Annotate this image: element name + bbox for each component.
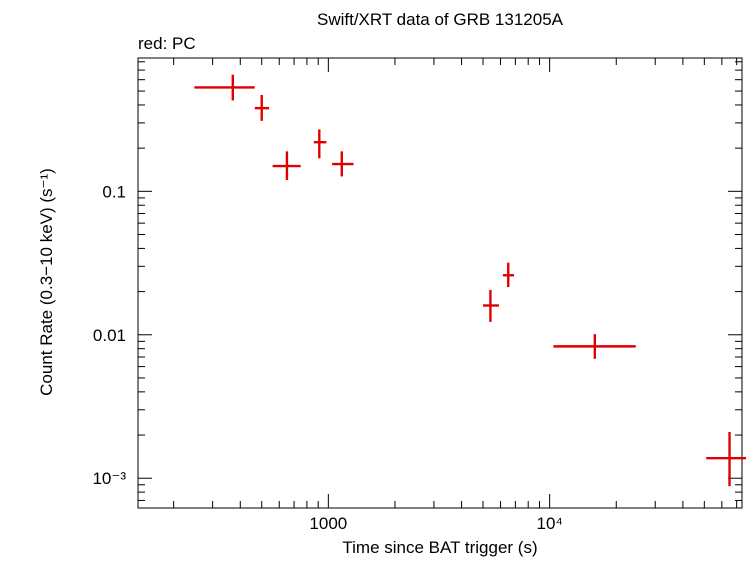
data-points (194, 74, 746, 487)
data-point (483, 290, 499, 322)
plot-frame (137, 57, 743, 509)
x-tick-label: 1000 (309, 514, 347, 533)
data-point (272, 151, 301, 180)
data-point (313, 129, 327, 159)
y-tick-label: 0.01 (93, 326, 126, 345)
data-point (254, 94, 270, 121)
y-tick-label: 10⁻³ (92, 469, 126, 488)
chart-title: Swift/XRT data of GRB 131205A (317, 10, 564, 29)
data-point (553, 334, 636, 359)
chart-subtitle: red: PC (138, 34, 196, 53)
axis-tick-labels: 1000 10⁴ 0.1 0.01 10⁻³ (92, 182, 562, 533)
x-axis-label: Time since BAT trigger (s) (342, 538, 537, 557)
y-tick-label: 0.1 (102, 182, 126, 201)
data-point (332, 151, 354, 177)
axis-ticks (138, 58, 742, 508)
data-point (502, 262, 514, 288)
data-point (706, 431, 746, 487)
x-tick-label: 10⁴ (537, 514, 563, 533)
data-point (194, 74, 255, 101)
y-axis-label: Count Rate (0.3−10 keV) (s⁻¹) (37, 168, 56, 396)
